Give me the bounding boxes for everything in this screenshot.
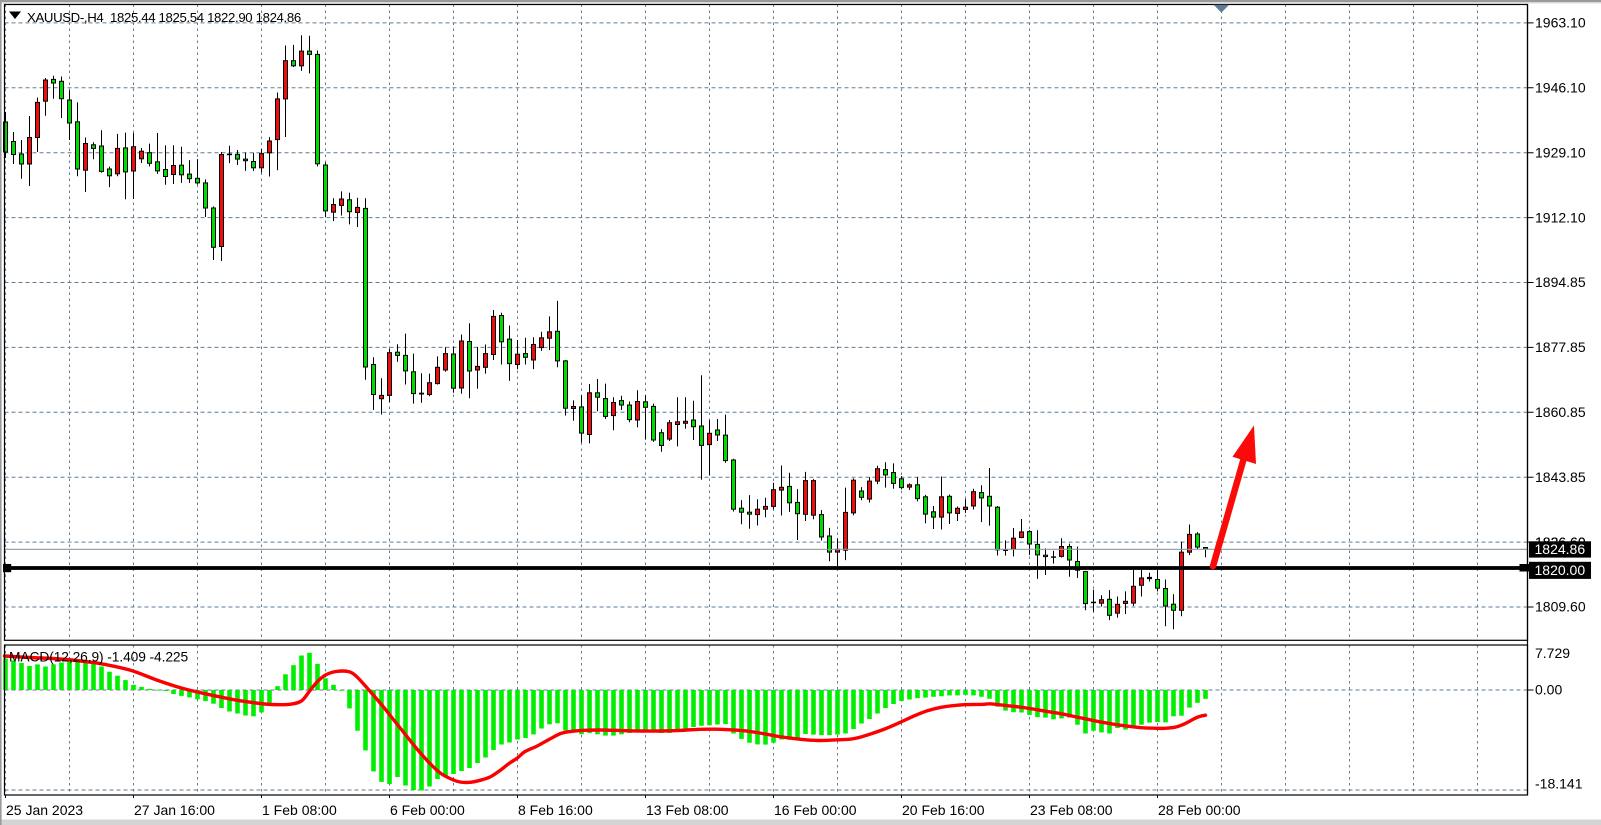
svg-text:-18.141: -18.141 <box>1535 776 1583 792</box>
svg-text:1912.10: 1912.10 <box>1535 209 1586 225</box>
svg-text:1963.10: 1963.10 <box>1535 15 1586 31</box>
svg-text:0.00: 0.00 <box>1535 682 1562 698</box>
svg-text:1894.85: 1894.85 <box>1535 274 1586 290</box>
svg-text:13 Feb 08:00: 13 Feb 08:00 <box>646 802 729 818</box>
svg-text:XAUUSD-,H4 1825.44 1825.54 18: XAUUSD-,H4 1825.44 1825.54 1822.90 1824.… <box>27 10 301 25</box>
svg-text:1843.85: 1843.85 <box>1535 469 1586 485</box>
svg-text:6 Feb 00:00: 6 Feb 00:00 <box>390 802 465 818</box>
svg-text:25 Jan 2023: 25 Jan 2023 <box>6 802 83 818</box>
svg-text:1820.00: 1820.00 <box>1535 562 1586 578</box>
svg-text:7.729: 7.729 <box>1535 645 1570 661</box>
svg-text:1809.60: 1809.60 <box>1535 599 1586 615</box>
svg-text:1929.10: 1929.10 <box>1535 144 1586 160</box>
svg-text:27 Jan 16:00: 27 Jan 16:00 <box>134 802 215 818</box>
svg-text:1 Feb 08:00: 1 Feb 08:00 <box>262 802 337 818</box>
svg-text:28 Feb 00:00: 28 Feb 00:00 <box>1158 802 1241 818</box>
svg-text:1860.85: 1860.85 <box>1535 404 1586 420</box>
svg-text:1824.86: 1824.86 <box>1535 541 1586 557</box>
svg-text:8 Feb 16:00: 8 Feb 16:00 <box>518 802 593 818</box>
svg-text:16 Feb 00:00: 16 Feb 00:00 <box>774 802 857 818</box>
svg-text:1877.85: 1877.85 <box>1535 339 1586 355</box>
svg-text:23 Feb 08:00: 23 Feb 08:00 <box>1030 802 1113 818</box>
svg-text:20 Feb 16:00: 20 Feb 16:00 <box>902 802 985 818</box>
svg-text:1946.10: 1946.10 <box>1535 80 1586 96</box>
svg-text:MACD(12,26,9) -1.409 -4.225: MACD(12,26,9) -1.409 -4.225 <box>9 650 188 665</box>
